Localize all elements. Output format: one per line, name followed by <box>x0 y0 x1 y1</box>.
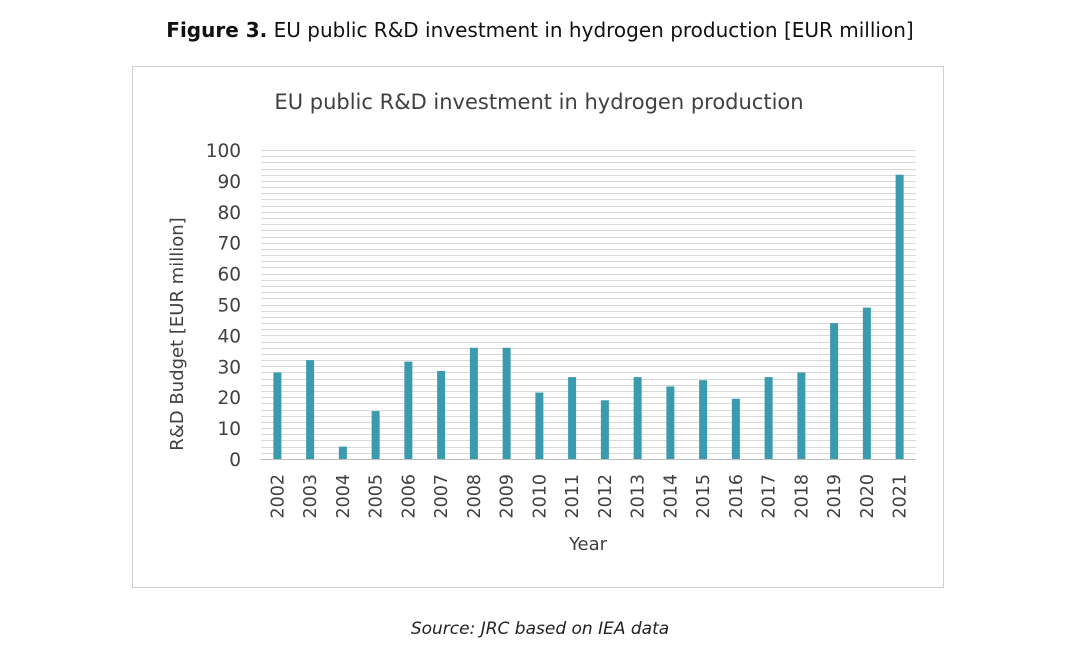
bar-2006 <box>404 361 413 459</box>
gridlines <box>261 150 916 460</box>
figure-label: Figure 3. <box>166 18 268 42</box>
figure-caption-text: EU public R&D investment in hydrogen pro… <box>273 18 914 42</box>
x-tick-label: 2003 <box>301 474 321 519</box>
bar-2005 <box>371 411 380 459</box>
bar-2009 <box>502 347 511 459</box>
bar-2017 <box>764 377 773 459</box>
x-tick-label: 2013 <box>629 474 649 519</box>
bar-chart: EU public R&D investment in hydrogen pro… <box>167 90 916 555</box>
x-tick-label: 2021 <box>891 474 911 519</box>
y-tick-label: 60 <box>217 265 241 286</box>
x-tick-label: 2016 <box>727 474 747 519</box>
figure-caption: Figure 3. EU public R&D investment in hy… <box>0 18 1080 42</box>
y-tick-label: 100 <box>206 141 241 162</box>
bar-2016 <box>731 398 740 459</box>
x-tick-label: 2008 <box>465 474 485 519</box>
y-tick-label: 30 <box>217 357 241 378</box>
bar-2003 <box>306 360 315 459</box>
bar-2015 <box>699 380 708 459</box>
x-tick-label: 2012 <box>596 474 616 519</box>
bar-2018 <box>797 372 806 459</box>
bar-2014 <box>666 386 675 459</box>
y-axis-ticks: 0 10 20 30 40 50 60 70 80 90 100 <box>206 141 241 471</box>
x-tick-label: 2014 <box>661 474 681 519</box>
x-tick-label: 2018 <box>792 474 812 519</box>
source-note: Source: JRC based on IEA data <box>410 619 670 639</box>
x-tick-label: 2009 <box>498 474 518 519</box>
x-tick-label: 2017 <box>760 474 780 519</box>
x-axis-label: Year <box>568 534 608 555</box>
bar-2012 <box>600 400 609 459</box>
bar-2004 <box>338 446 347 459</box>
bar-2019 <box>830 323 839 459</box>
y-tick-label: 90 <box>217 172 241 193</box>
x-tick-label: 2015 <box>694 474 714 519</box>
y-tick-label: 0 <box>229 450 241 471</box>
x-tick-label: 2004 <box>334 474 354 519</box>
bar-2007 <box>437 370 446 459</box>
y-tick-label: 10 <box>217 419 241 440</box>
x-tick-label: 2002 <box>268 474 288 519</box>
x-axis-ticks: 2002 2003 2004 2005 2006 2007 2008 2009 2010 2011… <box>268 474 910 519</box>
x-tick-label: 2019 <box>825 474 845 519</box>
x-tick-label: 2011 <box>563 474 583 519</box>
bar-2020 <box>862 307 871 459</box>
y-tick-label: 40 <box>217 326 241 347</box>
bar-2021 <box>895 174 904 459</box>
y-tick-label: 80 <box>217 203 241 224</box>
y-tick-label: 50 <box>217 296 241 317</box>
bar-2010 <box>535 392 544 459</box>
y-tick-label: 70 <box>217 234 241 255</box>
y-axis-label: R&D Budget [EUR million] <box>167 217 188 450</box>
chart-title: EU public R&D investment in hydrogen pro… <box>274 90 803 114</box>
x-tick-label: 2007 <box>432 474 452 519</box>
x-tick-label: 2010 <box>530 474 550 519</box>
x-tick-label: 2005 <box>367 474 387 519</box>
x-tick-label: 2020 <box>858 474 878 519</box>
bar-2011 <box>568 377 577 459</box>
bar-2008 <box>469 347 478 459</box>
x-tick-label: 2006 <box>399 474 419 519</box>
bar-2002 <box>273 372 282 459</box>
chart-frame: EU public R&D investment in hydrogen pro… <box>132 66 944 588</box>
bars <box>273 174 904 459</box>
bar-2013 <box>633 377 642 459</box>
y-tick-label: 20 <box>217 388 241 409</box>
